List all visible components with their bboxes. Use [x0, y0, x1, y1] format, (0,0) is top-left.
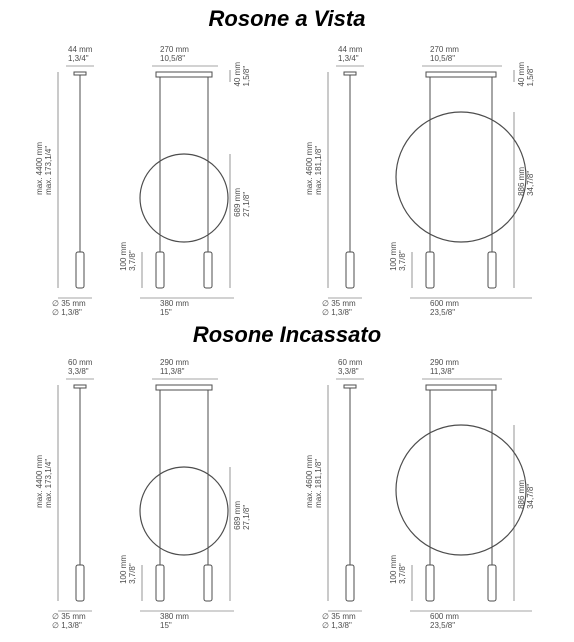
- dim-left: max. 4400 mmmax. 173,1/4": [36, 455, 54, 508]
- dim-top-right: 40 mm1,5/8": [234, 62, 252, 86]
- panel-r0-p3: 270 mm10,5/8" 40 mm1,5/8" 886 mm34,7/8" 100…: [390, 42, 560, 322]
- dim-top: 270 mm10,5/8": [160, 46, 189, 64]
- dim-left: 100 mm3,7/8": [120, 242, 138, 271]
- dim-left: max. 4600 mmmax. 181,1/8": [306, 455, 324, 508]
- panel-r1-p1: 290 mm11,3/8" 689 mm27,1/8" 100 mm3,7/8" 38…: [120, 355, 280, 635]
- dim-left: 100 mm3,7/8": [390, 555, 408, 584]
- dim-bottom: 380 mm15": [160, 613, 189, 631]
- panel-r1-p0: 60 mm3,3/8" max. 4400 mmmax. 173,1/4" ∅ 35…: [30, 355, 110, 635]
- title-vista: Rosone a Vista: [209, 6, 366, 32]
- panel-r1-p2: 60 mm3,3/8" max. 4600 mmmax. 181,1/8" ∅ 35…: [300, 355, 380, 635]
- dim-right: 689 mm27,1/8": [234, 501, 252, 530]
- dim-top: 44 mm1,3/4": [68, 46, 92, 64]
- dim-right: 886 mm34,7/8": [518, 480, 536, 509]
- panel-r0-p2: 44 mm1,3/4" max. 4600 mmmax. 181,1/8" ∅ 35…: [300, 42, 380, 322]
- dim-top: 60 mm3,3/8": [68, 359, 92, 377]
- panel-r1-p3: 290 mm11,3/8" 886 mm34,7/8" 100 mm3,7/8" 60…: [390, 355, 560, 635]
- dim-left: max. 4600 mmmax. 181,1/8": [306, 142, 324, 195]
- dim-bottom: ∅ 35 mm∅ 1,3/8": [52, 613, 86, 631]
- dim-right: 886 mm34,7/8": [518, 167, 536, 196]
- dim-left: 100 mm3,7/8": [120, 555, 138, 584]
- dim-bottom: 600 mm23,5/8": [430, 300, 459, 318]
- dim-right: 689 mm27,1/8": [234, 188, 252, 217]
- dim-top: 290 mm11,3/8": [430, 359, 459, 377]
- panel-r0-p1: 270 mm10,5/8" 40 mm1,5/8" 689 mm27,1/8" 100…: [120, 42, 280, 322]
- dim-top: 270 mm10,5/8": [430, 46, 459, 64]
- dim-bottom: 380 mm15": [160, 300, 189, 318]
- dim-top: 44 mm1,3/4": [338, 46, 362, 64]
- dim-left: 100 mm3,7/8": [390, 242, 408, 271]
- dim-bottom: ∅ 35 mm∅ 1,3/8": [52, 300, 86, 318]
- panel-r0-p0: 44 mm1,3/4" max. 4400 mmmax. 173,1/4" ∅ 35…: [30, 42, 110, 322]
- dim-bottom: ∅ 35 mm∅ 1,3/8": [322, 613, 356, 631]
- dim-bottom: ∅ 35 mm∅ 1,3/8": [322, 300, 356, 318]
- dim-bottom: 600 mm23,5/8": [430, 613, 459, 631]
- title-incassato: Rosone Incassato: [193, 322, 381, 348]
- dim-left: max. 4400 mmmax. 173,1/4": [36, 142, 54, 195]
- dim-top: 290 mm11,3/8": [160, 359, 189, 377]
- dim-top: 60 mm3,3/8": [338, 359, 362, 377]
- dim-top-right: 40 mm1,5/8": [518, 62, 536, 86]
